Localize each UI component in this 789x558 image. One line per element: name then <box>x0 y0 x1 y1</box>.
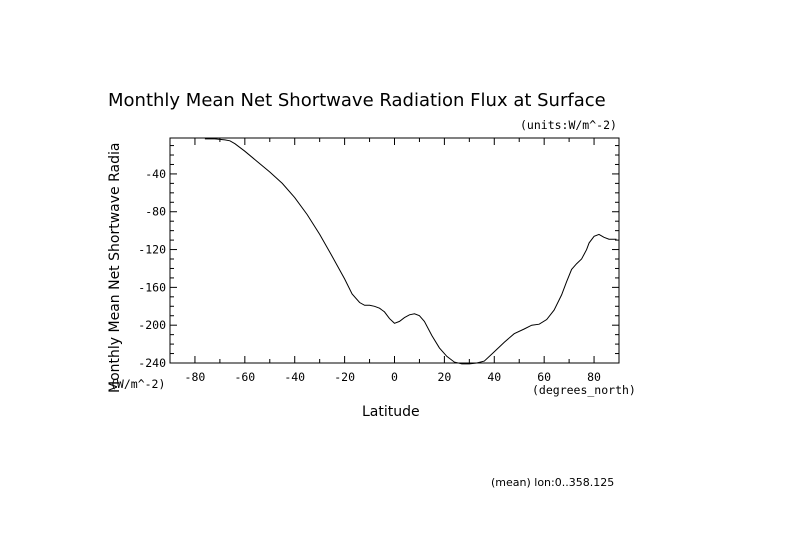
tick-marks <box>169 138 620 364</box>
x-axis-label: Latitude <box>362 404 420 420</box>
chart-title: Monthly Mean Net Shortwave Radiation Flu… <box>108 90 606 111</box>
y-tick-label: -120 <box>138 243 166 257</box>
series-line <box>204 138 617 365</box>
y-tick-label: -240 <box>138 356 166 370</box>
x-tick-label: -80 <box>185 370 206 384</box>
x-tick-label: -60 <box>234 370 255 384</box>
x-tick-labels: -80 -60 -40 -20 0 20 40 60 80 <box>185 370 601 384</box>
x-tick-label: 0 <box>391 370 398 384</box>
x-axis-units: (degrees_north) <box>532 383 636 397</box>
x-tick-label: 40 <box>487 370 501 384</box>
x-tick-label: 20 <box>437 370 451 384</box>
x-tick-label: 60 <box>537 370 551 384</box>
y-axis-units: (W/m^-2) <box>110 377 165 391</box>
x-tick-label: -40 <box>284 370 305 384</box>
x-tick-label: -20 <box>334 370 355 384</box>
x-tick-label: 80 <box>587 370 601 384</box>
footnote: (mean) lon:0..358.125 <box>491 476 614 489</box>
y-tick-label: -200 <box>138 318 166 332</box>
y-tick-label: -40 <box>145 167 166 181</box>
y-axis-label: Monthly Mean Net Shortwave Radia <box>107 143 123 393</box>
y-tick-labels: -40 -80 -120 -160 -200 -240 <box>138 167 166 370</box>
y-tick-label: -160 <box>138 280 166 294</box>
y-tick-label: -80 <box>145 205 166 219</box>
units-label: (units:W/m^-2) <box>520 118 617 132</box>
plot-frame <box>169 137 620 364</box>
